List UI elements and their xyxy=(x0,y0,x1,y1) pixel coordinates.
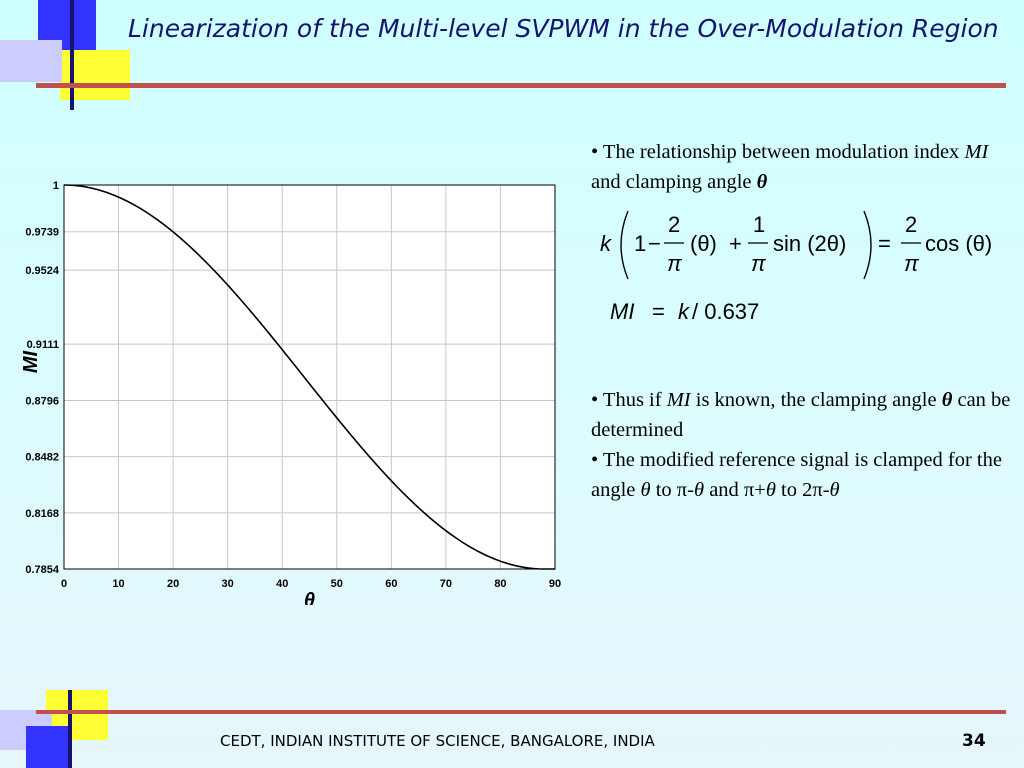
bullet-2-mid: is known, the clamping angle xyxy=(690,389,942,411)
theta-symbol: θ xyxy=(765,479,776,501)
x-tick-label: 70 xyxy=(440,578,452,590)
corner-decoration-top xyxy=(0,0,130,110)
footer-text: CEDT, INDIAN INSTITUTE OF SCIENCE, BANGA… xyxy=(220,732,655,750)
theta-symbol: θ xyxy=(640,479,651,501)
eq-two: 2 xyxy=(668,212,680,237)
page-number: 34 xyxy=(962,731,986,751)
theta-symbol: θ xyxy=(941,389,953,411)
x-tick-label: 40 xyxy=(276,578,288,590)
x-tick-label: 10 xyxy=(112,578,124,590)
bullet-3-text: • The modified reference signal is clamp… xyxy=(591,449,1002,501)
bullet-2: • Thus if MI is known, the clamping angl… xyxy=(591,385,1011,445)
eq-rest: / 0.637 xyxy=(692,299,759,324)
bullet-3-part: and π+ xyxy=(704,479,766,501)
eq-one: 1 xyxy=(634,231,646,256)
x-tick-label: 60 xyxy=(385,578,397,590)
bullet-3: • The modified reference signal is clamp… xyxy=(591,445,1011,505)
x-tick-label: 80 xyxy=(494,578,506,590)
x-tick-label: 30 xyxy=(222,578,234,590)
eq-equals: = xyxy=(652,299,665,324)
y-tick-label: 0.8168 xyxy=(25,508,59,520)
eq-cos: cos (θ) xyxy=(925,231,992,256)
eq-plus: + xyxy=(729,231,742,256)
eq-pi: π xyxy=(667,251,683,276)
eq-pi: π xyxy=(904,251,920,276)
bullet-1: • The relationship between modulation in… xyxy=(591,137,1011,197)
x-tick-label: 20 xyxy=(167,578,179,590)
eq-theta-arg: (θ) xyxy=(690,231,717,256)
bullet-2-text: • Thus if xyxy=(591,389,667,411)
y-tick-label: 0.9739 xyxy=(25,227,59,239)
y-tick-label: 0.8796 xyxy=(25,395,59,407)
slide-title: Linearization of the Multi-level SVPWM i… xyxy=(128,14,999,43)
theta-symbol: θ xyxy=(829,479,840,501)
plot-area xyxy=(63,184,556,570)
eq-pi: π xyxy=(751,251,767,276)
x-tick-label: 90 xyxy=(549,578,561,590)
theta-symbol: θ xyxy=(693,479,705,501)
footer-rule xyxy=(36,710,1006,714)
bullet-3-part: to π- xyxy=(650,479,694,501)
plot-frame xyxy=(63,184,556,570)
title-rule xyxy=(36,83,1006,88)
x-tick-label: 50 xyxy=(331,578,343,590)
theta-symbol: θ xyxy=(756,171,768,193)
corner-decoration-bottom xyxy=(0,690,110,768)
bullet-1-text: • The relationship between modulation in… xyxy=(591,141,965,163)
bullet-text: • The relationship between modulation in… xyxy=(591,137,1011,505)
y-tick-label: 0.7854 xyxy=(25,564,60,576)
mi-vs-theta-chart: 0 10 20 30 40 50 60 70 80 90 1 0.9739 0.9524 0.9111 0.… xyxy=(20,180,561,605)
right-paren xyxy=(863,210,872,280)
mi-symbol: MI xyxy=(666,389,691,411)
left-paren xyxy=(620,210,629,280)
eq-k: k xyxy=(600,231,612,256)
bullet-3-part: to 2π- xyxy=(775,479,830,501)
equation-mi: MI = k / 0.637 xyxy=(610,299,759,324)
eq-k: k xyxy=(678,299,690,324)
eq-equals: = xyxy=(878,231,891,256)
bullet-2-suffix: can be determined xyxy=(591,389,1011,441)
y-tick-label: 0.9111 xyxy=(27,339,59,351)
eq-one-num: 1 xyxy=(753,212,765,237)
y-tick-label: 0.8482 xyxy=(25,452,59,464)
x-tick-label: 0 xyxy=(61,578,67,590)
y-tick-label: 1 xyxy=(53,180,59,192)
equation-clamping: k 1 − 2 π (θ) + 1 π sin (2θ) = 2 π cos (… xyxy=(600,210,992,280)
bullet-1-mid: and clamping angle xyxy=(591,171,757,193)
eq-mi: MI xyxy=(610,299,634,324)
series-line xyxy=(63,184,555,570)
x-axis-label: θ xyxy=(304,590,315,605)
eq-two: 2 xyxy=(905,212,917,237)
eq-sin: sin (2θ) xyxy=(773,231,846,256)
y-axis-label: MI xyxy=(20,350,42,373)
mi-symbol: MI xyxy=(964,141,989,163)
eq-minus: − xyxy=(648,231,661,256)
y-tick-label: 0.9524 xyxy=(25,265,60,277)
